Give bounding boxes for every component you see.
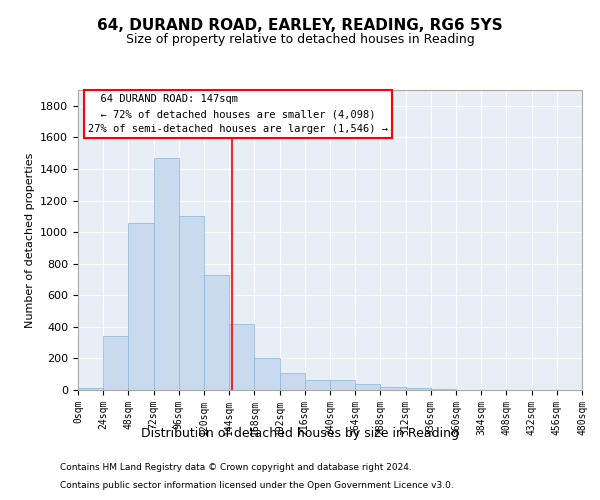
Bar	[254, 358, 280, 390]
Bar	[229, 324, 254, 390]
Bar	[103, 336, 128, 390]
Text: Distribution of detached houses by size in Reading: Distribution of detached houses by size …	[141, 428, 459, 440]
Bar	[179, 216, 204, 390]
Bar	[154, 158, 179, 390]
Text: Contains public sector information licensed under the Open Government Licence v3: Contains public sector information licen…	[60, 481, 454, 490]
Bar	[204, 274, 229, 390]
Bar	[431, 389, 456, 390]
Bar	[280, 374, 305, 390]
Bar	[406, 388, 431, 390]
Bar	[128, 222, 154, 390]
Text: 64 DURAND ROAD: 147sqm
  ← 72% of detached houses are smaller (4,098)
27% of sem: 64 DURAND ROAD: 147sqm ← 72% of detached…	[88, 94, 388, 134]
Text: Contains HM Land Registry data © Crown copyright and database right 2024.: Contains HM Land Registry data © Crown c…	[60, 464, 412, 472]
Bar	[380, 387, 406, 390]
Bar	[78, 388, 103, 390]
Text: 64, DURAND ROAD, EARLEY, READING, RG6 5YS: 64, DURAND ROAD, EARLEY, READING, RG6 5Y…	[97, 18, 503, 32]
Bar	[355, 384, 380, 390]
Bar	[305, 380, 330, 390]
Y-axis label: Number of detached properties: Number of detached properties	[25, 152, 35, 328]
Text: Size of property relative to detached houses in Reading: Size of property relative to detached ho…	[125, 32, 475, 46]
Bar	[330, 380, 355, 390]
